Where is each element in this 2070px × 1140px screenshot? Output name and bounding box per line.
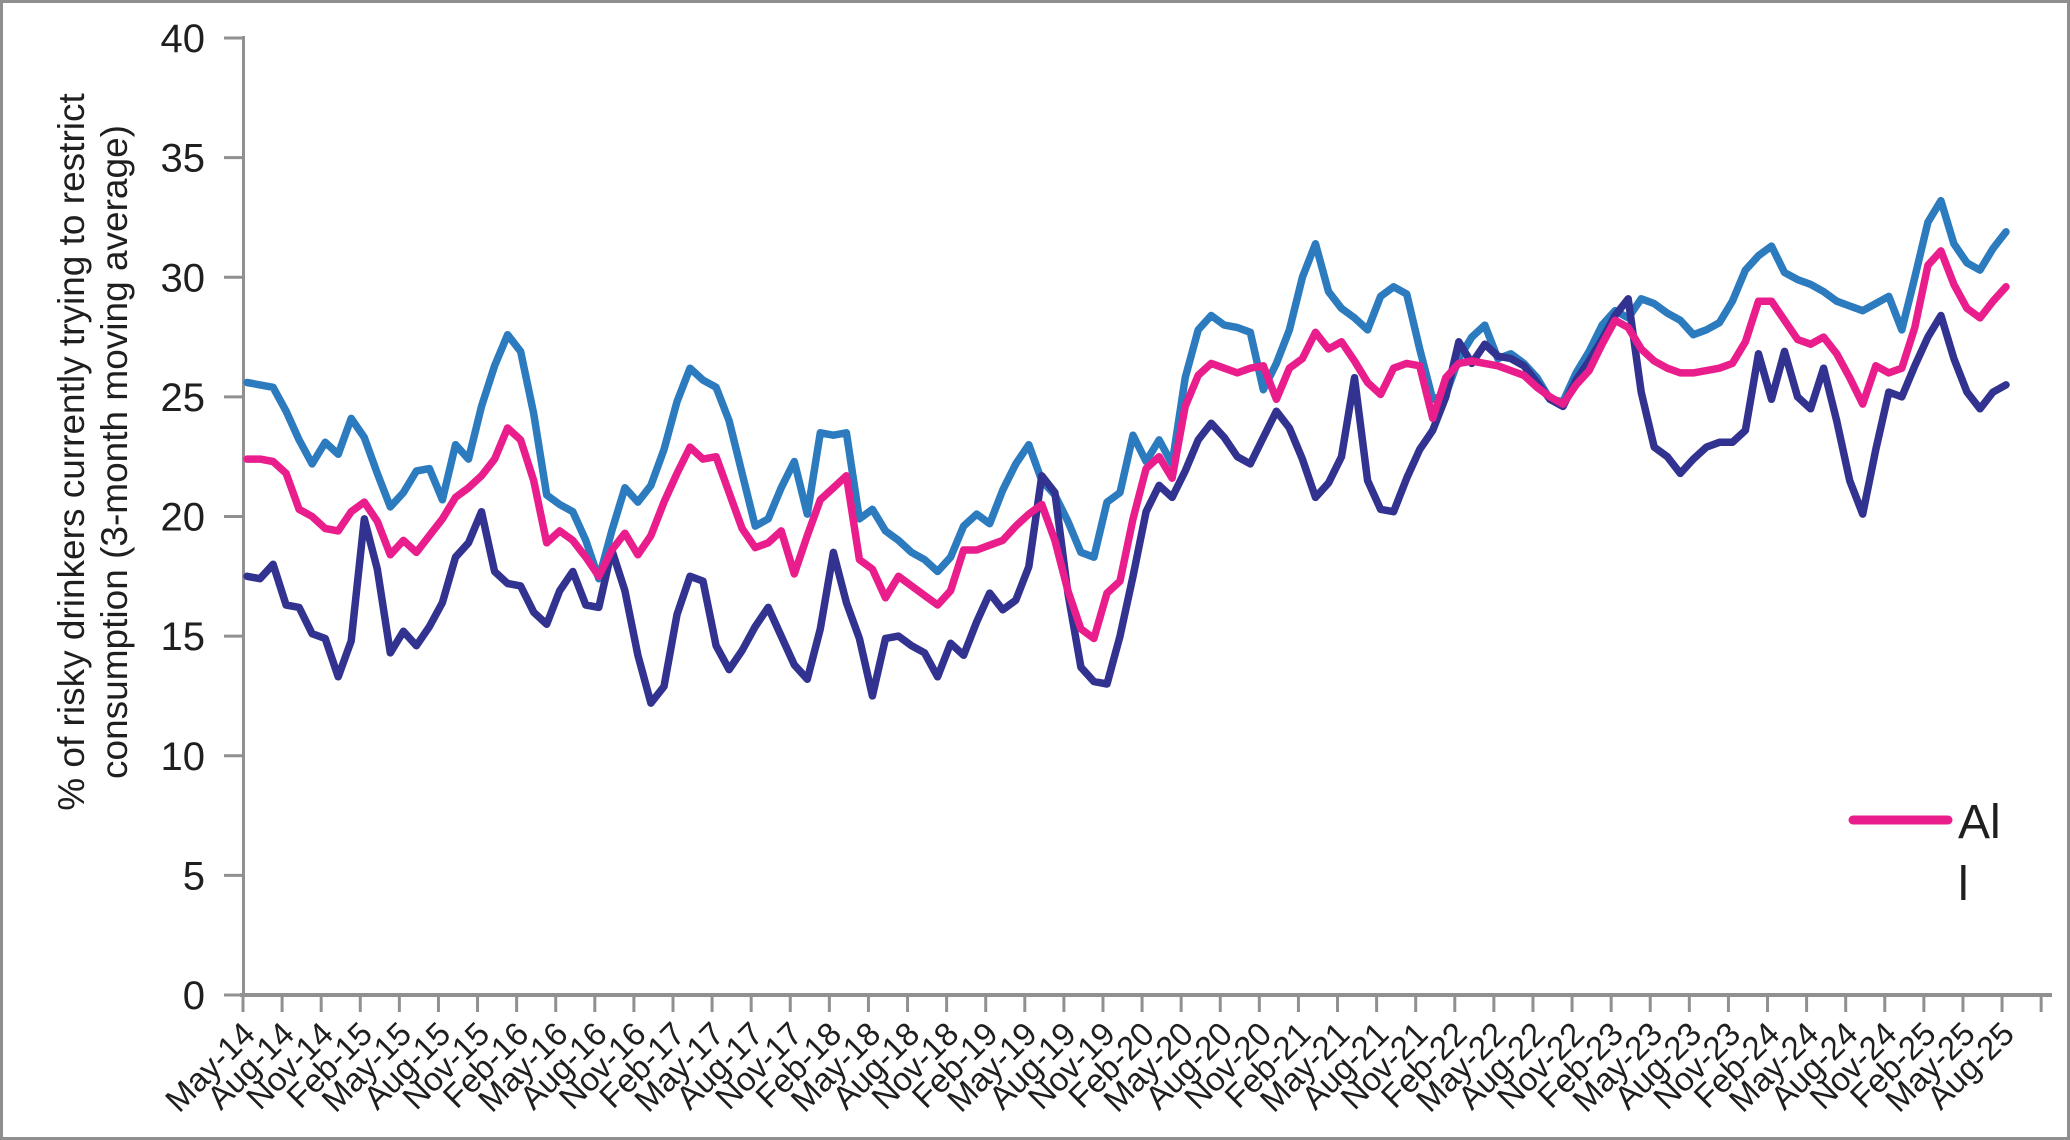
series-line-unlabeled-blue-series (243, 196, 2010, 583)
y-axis-title-line1: % of risky drinkers currently trying to … (51, 92, 92, 810)
plot-area: 0510152025303540May-14Aug-14Nov-14Feb-15… (158, 17, 2052, 1119)
y-axis-title-line2: consumption (3-month moving average) (94, 125, 135, 779)
y-tick-label: 30 (161, 256, 206, 300)
legend-label-line1: Al (1958, 796, 2001, 849)
series-line-unlabeled-navy-series (243, 295, 2010, 707)
y-tick-label: 35 (161, 137, 206, 181)
y-tick-label: 10 (161, 735, 206, 779)
series-line-all (243, 247, 2010, 643)
y-tick-label: 25 (161, 376, 206, 420)
y-tick-label: 0 (183, 974, 205, 1018)
y-tick-label: 15 (161, 615, 206, 659)
y-tick-label: 40 (161, 17, 206, 61)
y-tick-label: 5 (183, 854, 205, 898)
legend: Al l (1848, 796, 2001, 911)
y-tick-label: 20 (161, 496, 206, 540)
legend-label-line2: l (1958, 858, 1969, 911)
